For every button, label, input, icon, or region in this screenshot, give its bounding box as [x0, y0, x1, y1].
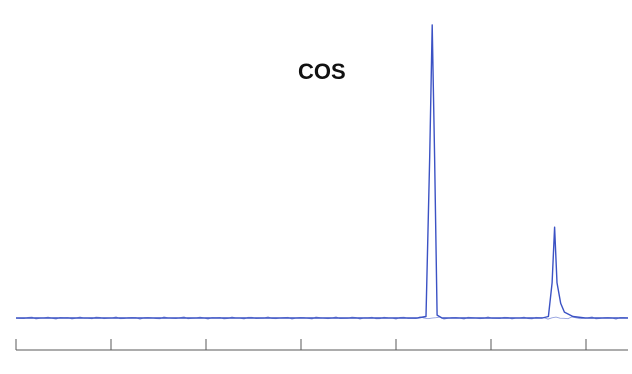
- peak-annotation-0: COS: [298, 59, 346, 84]
- series-line-0: [16, 24, 628, 319]
- annotations-group: COS: [298, 59, 346, 84]
- series-baseline-noise-0: [15, 316, 629, 320]
- plot-area: COS: [15, 24, 629, 351]
- series-group: [15, 24, 629, 320]
- x-axis-ticks: [15, 339, 587, 350]
